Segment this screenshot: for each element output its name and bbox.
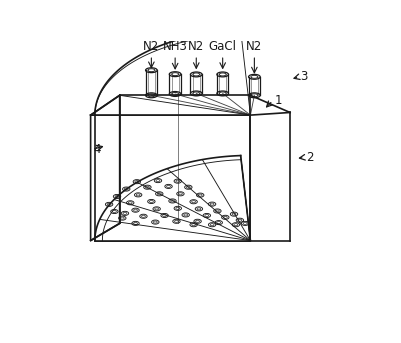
Text: NH3: NH3 (163, 40, 188, 53)
Text: 3: 3 (301, 70, 308, 83)
Text: GaCl: GaCl (209, 40, 237, 53)
Text: N2: N2 (246, 40, 263, 53)
Text: N2: N2 (188, 40, 205, 53)
Text: N2: N2 (143, 40, 160, 53)
Text: 1: 1 (274, 94, 282, 107)
Text: 2: 2 (306, 151, 313, 164)
Text: 4: 4 (93, 143, 101, 156)
